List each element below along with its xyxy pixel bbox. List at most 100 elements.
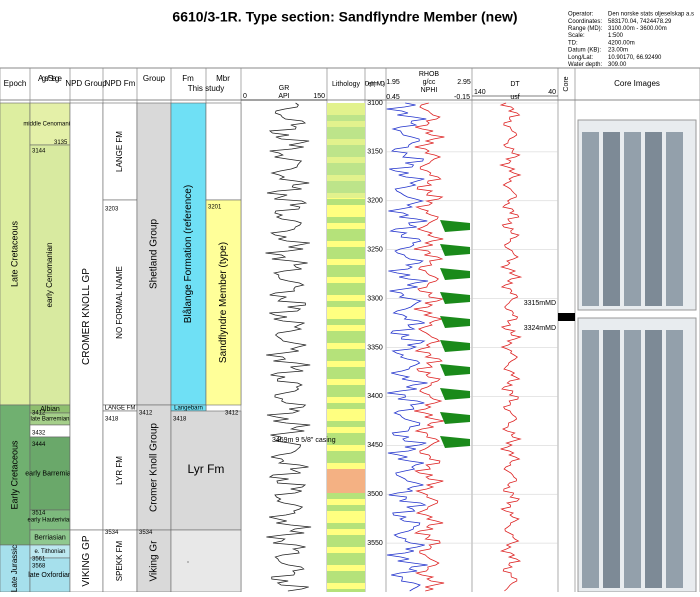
rhob-curve: [413, 102, 445, 592]
label: Water depth:: [568, 62, 602, 68]
core-slab: [582, 330, 599, 588]
lithology-bed: [327, 415, 365, 421]
label: 3135: [54, 140, 68, 146]
vertical-label: Viking Gr: [149, 540, 160, 582]
vertical-label: Shetland Group: [149, 219, 160, 289]
lithology-bed: [327, 259, 365, 265]
core-marker: [558, 313, 575, 321]
lithology-bed: [327, 583, 365, 589]
label: 23.00m: [608, 48, 628, 54]
lithology-bed: [327, 529, 365, 535]
lithology-bed: [327, 409, 365, 415]
label: Berriasian: [34, 534, 66, 541]
label: 3144: [32, 149, 46, 155]
label: Depth (mMD): [365, 82, 385, 88]
lithology-bed: [327, 265, 365, 271]
crossover-fill: [440, 292, 470, 304]
label: 3561: [32, 556, 46, 562]
vertical-label: LYR FM: [115, 456, 124, 485]
label: RHOB: [419, 71, 440, 78]
label: 3444: [32, 442, 46, 448]
label: 3432: [32, 430, 46, 436]
vertical-label: early Cenomanian: [45, 243, 54, 308]
core-slab: [666, 330, 683, 588]
lithology-bed: [327, 211, 365, 217]
interval-box: [29, 436, 71, 511]
lithology-bed: [327, 253, 365, 259]
core-slab: [582, 132, 599, 306]
label: NPD Fm: [105, 79, 136, 88]
lithology-bed: [327, 235, 365, 241]
label: Epoch: [4, 79, 27, 88]
label: 3100.00m - 3600.00m: [608, 26, 667, 32]
label: Group: [143, 74, 166, 83]
label: Datum (KB):: [568, 48, 601, 54]
interval-box: [136, 102, 172, 406]
label: 3418: [105, 417, 119, 423]
lithology-bed: [327, 505, 365, 511]
lithology-bed: [327, 391, 365, 397]
label: 3500: [367, 491, 383, 498]
label: Coordinates:: [568, 19, 602, 25]
vertical-label: Sandflyndre Member (type): [218, 242, 229, 363]
label: Operator:: [568, 12, 594, 18]
label: 3412: [225, 411, 239, 417]
label: 3150: [367, 149, 383, 156]
lithology-bed: [327, 217, 365, 223]
lithology-bed: [327, 361, 365, 367]
nphi-curve: [386, 102, 429, 592]
lithology-bed: [327, 379, 365, 385]
lithology-bed: [327, 223, 365, 229]
lithology-bed: [327, 547, 365, 553]
lithology-bed: [327, 313, 365, 319]
label: -0.15: [454, 94, 470, 101]
lithology-bed: [327, 271, 365, 277]
lithology-bed: [327, 277, 365, 283]
vertical-label: SPEKK FM: [115, 540, 124, 581]
interval-box: [29, 144, 71, 406]
interval-box: [0, 544, 31, 593]
lithology-bed: [327, 103, 365, 198]
label: 140: [474, 89, 486, 96]
core-slab: [645, 330, 662, 588]
lithology-bed: [327, 499, 365, 505]
label: TD:: [568, 40, 578, 46]
interval-box: [170, 529, 242, 593]
lithology-bed: [327, 535, 365, 541]
crossover-fill: [440, 388, 470, 400]
lithology-bed: [327, 229, 365, 235]
lithology-bed: [327, 445, 365, 451]
label: Core: [563, 76, 570, 91]
label: API: [278, 93, 289, 100]
crossover-fill: [440, 364, 470, 376]
lithology-bed: [327, 511, 365, 517]
label: 0: [243, 93, 247, 100]
vertical-label: CROMER KNOLL GP: [81, 268, 92, 365]
interval-box: [205, 102, 242, 201]
lithology-bed: [327, 541, 365, 547]
label: NPD Group: [65, 79, 107, 88]
lithology-bed: [327, 319, 365, 325]
label: 3250: [367, 247, 383, 254]
label: 3203: [105, 206, 119, 212]
lithology-bed: [327, 301, 365, 307]
label: 3568: [32, 563, 46, 569]
lithology-bed: [327, 457, 365, 463]
label: Lyr Fm: [188, 462, 225, 476]
label: e. Tithonian: [34, 549, 65, 555]
lithology-bed: [327, 565, 365, 571]
label: 1.95: [386, 79, 400, 86]
interval-box: [102, 529, 138, 593]
label: 309.00: [608, 62, 627, 68]
interval-box: [205, 199, 242, 406]
core-slab: [624, 330, 641, 588]
label: 150: [313, 93, 325, 100]
crossover-fill: [440, 316, 470, 328]
lithology-bed: [327, 523, 365, 529]
vertical-label: Late Cretaceous: [9, 220, 19, 287]
vertical-label: VIKING GP: [81, 535, 92, 586]
crossover-fill: [440, 412, 470, 424]
lithology-bed: [327, 349, 365, 355]
label: late Barremian: [30, 417, 69, 423]
crossover-fill: [440, 244, 470, 256]
